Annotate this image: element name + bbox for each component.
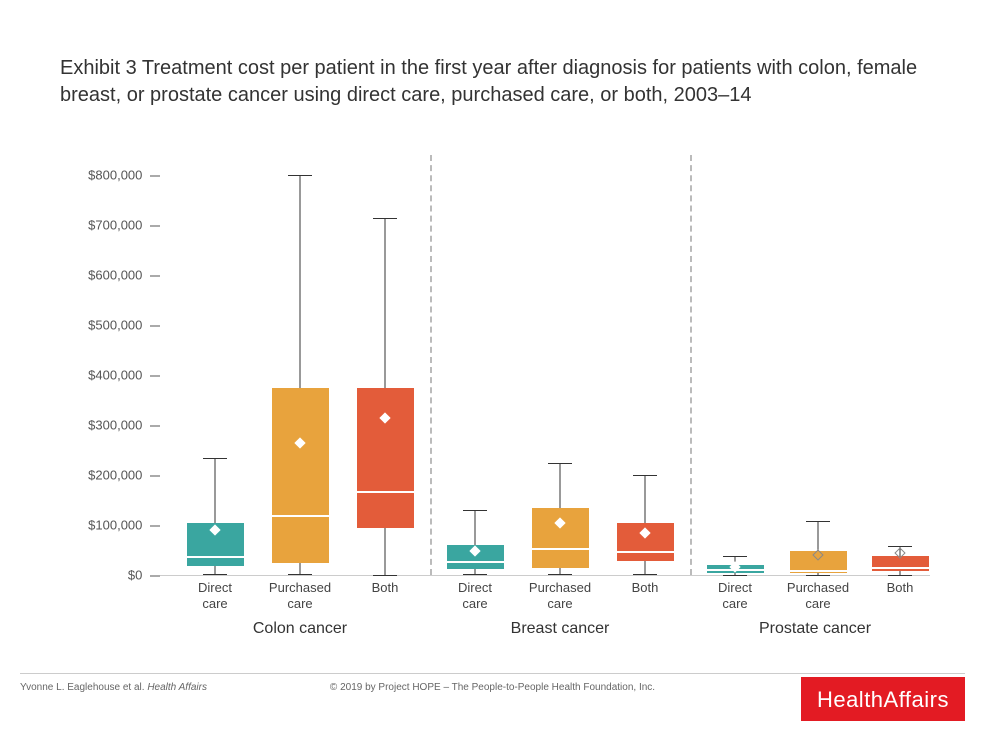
x-tick-label: Both (372, 580, 399, 596)
y-tick-label: $700,000 (88, 218, 160, 233)
y-axis: $0 $100,000 $200,000 $300,000 $400,000 $… (60, 175, 160, 575)
y-tick-label: $100,000 (88, 518, 160, 533)
chart-area: $0 $100,000 $200,000 $300,000 $400,000 $… (60, 175, 930, 620)
x-tick-label: Purchasedcare (787, 580, 849, 611)
group-label: Breast cancer (511, 620, 610, 638)
footer-copyright: © 2019 by Project HOPE – The People-to-P… (330, 682, 655, 693)
group-label: Prostate cancer (759, 620, 871, 638)
boxplot (447, 175, 504, 575)
x-tick-label: Both (632, 580, 659, 596)
group-label: Colon cancer (253, 620, 347, 638)
boxplot (790, 175, 847, 575)
boxplot (707, 175, 764, 575)
boxplot (187, 175, 244, 575)
panel-divider (690, 155, 692, 575)
boxplot (357, 175, 414, 575)
y-tick-label: $200,000 (88, 468, 160, 483)
x-tick-label: Directcare (198, 580, 232, 611)
y-tick-label: $600,000 (88, 268, 160, 283)
chart-title: Exhibit 3 Treatment cost per patient in … (60, 55, 925, 109)
panel-divider (430, 155, 432, 575)
x-tick-label: Directcare (718, 580, 752, 611)
x-tick-label: Directcare (458, 580, 492, 611)
boxplot (272, 175, 329, 575)
x-tick-label: Purchasedcare (269, 580, 331, 611)
y-tick-label: $500,000 (88, 318, 160, 333)
plot-area: Colon cancerDirectcarePurchasedcareBothB… (160, 175, 930, 575)
x-tick-label: Both (887, 580, 914, 596)
boxplot (872, 175, 929, 575)
y-tick-label: $0 (128, 568, 160, 583)
boxplot (617, 175, 674, 575)
y-tick-label: $800,000 (88, 168, 160, 183)
y-tick-label: $400,000 (88, 368, 160, 383)
footer-attribution: Yvonne L. Eaglehouse et al. Health Affai… (20, 682, 207, 693)
x-tick-label: Purchasedcare (529, 580, 591, 611)
y-tick-label: $300,000 (88, 418, 160, 433)
health-affairs-badge: HealthAffairs (801, 677, 965, 721)
boxplot (532, 175, 589, 575)
